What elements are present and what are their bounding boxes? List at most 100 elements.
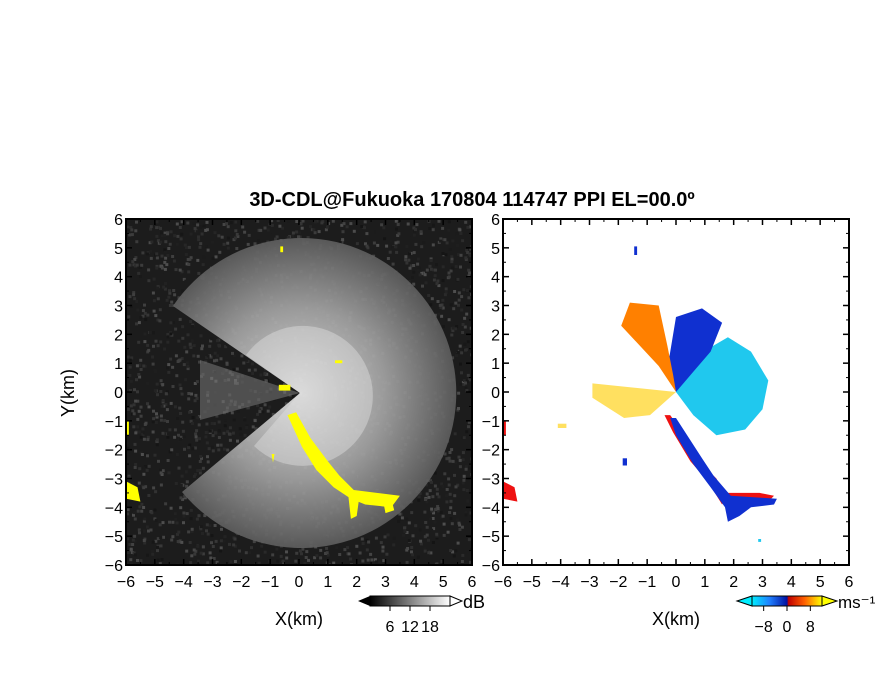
noise-speck [295,230,299,234]
noise-speck [203,514,207,518]
x-tick-label: 3 [758,574,767,591]
noise-speck [303,561,307,565]
noise-speck [327,222,331,226]
noise-speck [457,298,461,302]
noise-speck [274,237,278,241]
noise-speck [463,342,467,346]
noise-speck [140,453,144,456]
noise-speck [253,242,257,246]
noise-speck [453,290,457,293]
velocity-blip-4 [557,423,567,428]
noise-speck [183,494,187,498]
noise-speck [205,441,209,445]
noise-speck [149,518,153,522]
noise-speck [465,379,469,383]
noise-speck [212,422,216,426]
noise-speck [429,259,433,263]
noise-speck [271,553,275,557]
noise-speck [217,448,221,452]
noise-speck [419,542,423,546]
noise-speck [199,551,203,555]
noise-speck [166,420,169,423]
noise-speck [135,378,138,382]
noise-speck [147,348,151,352]
noise-speck [136,509,140,513]
noise-speck [199,242,203,246]
noise-speck [430,528,434,532]
noise-speck [142,529,146,533]
noise-speck [281,561,285,565]
noise-speck [325,225,329,229]
noise-speck [185,484,189,488]
noise-speck [243,230,247,234]
noise-speck [186,221,190,225]
noise-speck [155,382,159,386]
noise-speck [143,303,146,307]
noise-speck [270,219,274,223]
noise-speck [428,489,432,493]
noise-speck [146,313,150,317]
noise-speck [179,496,183,500]
noise-speck [251,425,255,429]
noise-speck [462,436,466,440]
noise-speck [199,468,202,472]
noise-speck [453,494,457,498]
noise-speck [204,228,208,232]
noise-speck [266,409,270,413]
noise-speck [139,316,143,320]
noise-speck [412,264,416,267]
noise-speck [139,414,143,418]
noise-speck [440,314,444,318]
noise-speck [166,332,170,336]
noise-speck [171,520,175,524]
noise-speck [162,404,166,408]
noise-speck [135,240,139,244]
noise-speck [145,468,149,472]
noise-speck [148,241,152,245]
noise-speck [151,540,155,544]
noise-speck [448,248,452,252]
noise-speck [299,222,303,226]
noise-speck [386,257,390,260]
noise-speck [467,420,471,424]
noise-speck [439,479,442,483]
noise-speck [416,257,420,261]
noise-speck [146,402,149,406]
noise-speck [416,555,420,559]
noise-speck [298,235,302,239]
noise-speck [141,314,145,318]
noise-speck [451,266,455,270]
noise-speck [449,517,453,521]
noise-speck [238,549,241,553]
noise-speck [279,562,283,565]
noise-speck [211,449,215,453]
noise-speck [158,523,162,527]
noise-speck [365,548,369,552]
noise-speck [375,560,378,564]
noise-speck [388,250,392,254]
x-tick-label: −1 [638,574,656,591]
y-tick-label: −1 [105,414,123,431]
noise-speck [208,344,212,348]
noise-speck [130,228,134,232]
noise-speck [158,387,162,391]
noise-speck [338,240,342,244]
noise-speck [234,220,238,224]
noise-speck [166,366,169,370]
noise-speck [431,517,435,520]
noise-speck [180,474,184,478]
noise-speck [143,465,147,468]
noise-speck [464,381,467,385]
noise-speck [126,225,129,229]
noise-speck [147,529,150,533]
noise-speck [395,250,399,254]
noise-speck [192,221,196,225]
noise-speck [185,350,189,354]
noise-speck [243,433,247,437]
noise-speck [156,537,160,541]
noise-speck [453,432,457,436]
noise-speck [187,446,191,450]
noise-speck [197,415,201,419]
noise-speck [174,482,178,485]
noise-speck [166,435,170,439]
